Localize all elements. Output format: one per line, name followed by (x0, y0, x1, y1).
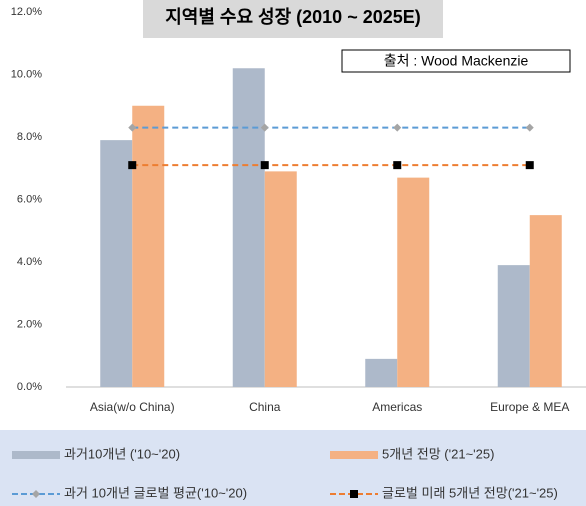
bar (132, 105, 165, 387)
legend-label: 글로벌 미래 5개년 전망('21~'25) (382, 485, 558, 500)
legend-swatch (12, 451, 60, 459)
marker (525, 123, 534, 132)
y-tick-label: 2.0% (17, 318, 42, 330)
legend-label: 과거 10개년 글로벌 평균('10~'20) (64, 485, 247, 500)
legend-label: 5개년 전망 ('21~'25) (382, 446, 494, 461)
marker (128, 161, 137, 170)
bar (232, 68, 265, 387)
x-tick-label: Europe & MEA (490, 400, 569, 414)
y-tick-label: 4.0% (17, 256, 42, 268)
y-tick-label: 8.0% (17, 131, 42, 143)
x-tick-label: Americas (372, 400, 422, 414)
legend-bg (0, 430, 586, 506)
marker (260, 161, 269, 170)
bar (497, 265, 530, 387)
x-tick-label: China (249, 400, 281, 414)
source-box (341, 49, 571, 73)
marker (393, 123, 402, 132)
x-tick-label: Asia(w/o China) (90, 400, 175, 414)
title-box (143, 0, 443, 38)
y-tick-label: 6.0% (17, 193, 42, 205)
y-tick-label: 0.0% (17, 381, 42, 393)
y-tick-label: 10.0% (11, 68, 42, 80)
marker (525, 161, 534, 170)
legend-marker (350, 490, 358, 498)
legend-swatch (330, 451, 378, 459)
y-tick-label: 12.0% (11, 6, 42, 18)
bar (397, 177, 430, 387)
legend-label: 과거10개년 ('10~'20) (64, 446, 180, 461)
bar (529, 215, 562, 387)
marker (393, 161, 402, 170)
legend-marker (32, 490, 40, 498)
marker (128, 123, 137, 132)
bar (100, 140, 133, 387)
source: 출처 : Wood Mackenzie (384, 53, 529, 69)
chart-title: 지역별 수요 성장 (2010 ~ 2025E) (165, 7, 421, 27)
marker (260, 123, 269, 132)
bar (365, 358, 398, 387)
bar (264, 171, 297, 387)
